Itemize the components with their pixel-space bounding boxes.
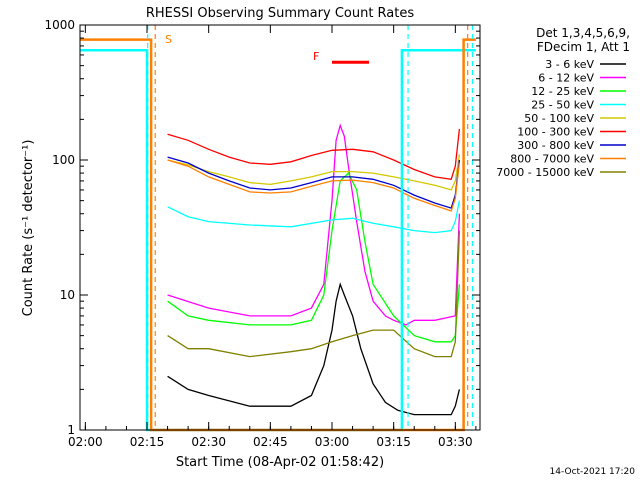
legend-entry-label: 300 - 800 keV <box>517 139 594 152</box>
overlay-layer <box>80 25 476 432</box>
legend-entry-label: 3 - 6 keV <box>545 58 594 71</box>
legend-entry-label: 12 - 25 keV <box>531 85 594 98</box>
legend: Det 1,3,4,5,6,9, FDecim 1, Att 1 3 - 6 k… <box>496 26 630 179</box>
x-tick-label: 03:30 <box>438 435 473 449</box>
x-tick-label: 03:00 <box>315 435 350 449</box>
level-line-att <box>80 38 476 432</box>
series-line <box>167 200 461 234</box>
y-tick-label: 1 <box>67 423 75 437</box>
legend-header-line-2: FDecim 1, Att 1 <box>537 40 630 54</box>
legend-header-line-1: Det 1,3,4,5,6,9, <box>536 26 630 40</box>
x-tick-label: 02:00 <box>68 435 103 449</box>
legend-entry-label: 50 - 100 keV <box>524 112 594 125</box>
x-tick-label: 02:30 <box>191 435 226 449</box>
x-tick-label: 03:15 <box>376 435 411 449</box>
series-line <box>167 172 461 343</box>
series-line <box>167 128 461 181</box>
axis-layer: 02:00 02:15 02:30 02:45 03:00 03:15 03:30 1 10 10… <box>44 18 480 449</box>
footer-date: 14-Oct-2021 17:20 <box>550 467 636 477</box>
series-line <box>167 159 461 212</box>
chart-title: RHESSI Observing Summary Count Rates <box>146 6 415 21</box>
series-line <box>167 230 461 358</box>
series-line <box>167 154 461 191</box>
level-line-saa <box>80 49 476 432</box>
series-line <box>167 156 461 209</box>
series-line <box>167 282 461 416</box>
plot-frame <box>79 24 481 431</box>
legend-entry-label: 25 - 50 keV <box>531 99 594 112</box>
saa-marker-label: S <box>165 33 172 46</box>
y-tick-label: 100 <box>52 153 75 167</box>
legend-entry-label: 7000 - 15000 keV <box>496 166 594 179</box>
legend-entry-label: 6 - 12 keV <box>538 72 594 85</box>
x-tick-label: 02:15 <box>130 435 165 449</box>
series-layer <box>167 123 461 416</box>
x-tick-label: 02:45 <box>253 435 288 449</box>
series-line <box>167 123 461 326</box>
plot-area <box>80 25 476 432</box>
y-tick-label: 10 <box>60 288 75 302</box>
y-axis-title: Count Rate (s⁻¹ detector⁻¹) <box>21 140 36 317</box>
x-axis-title: Start Time (08-Apr-02 01:58:42) <box>176 455 384 470</box>
legend-entry-label: 100 - 300 keV <box>517 126 594 139</box>
legend-entry-label: 800 - 7000 keV <box>510 153 594 166</box>
flare-marker-label: F <box>313 50 319 63</box>
y-tick-label: 1000 <box>44 18 75 32</box>
